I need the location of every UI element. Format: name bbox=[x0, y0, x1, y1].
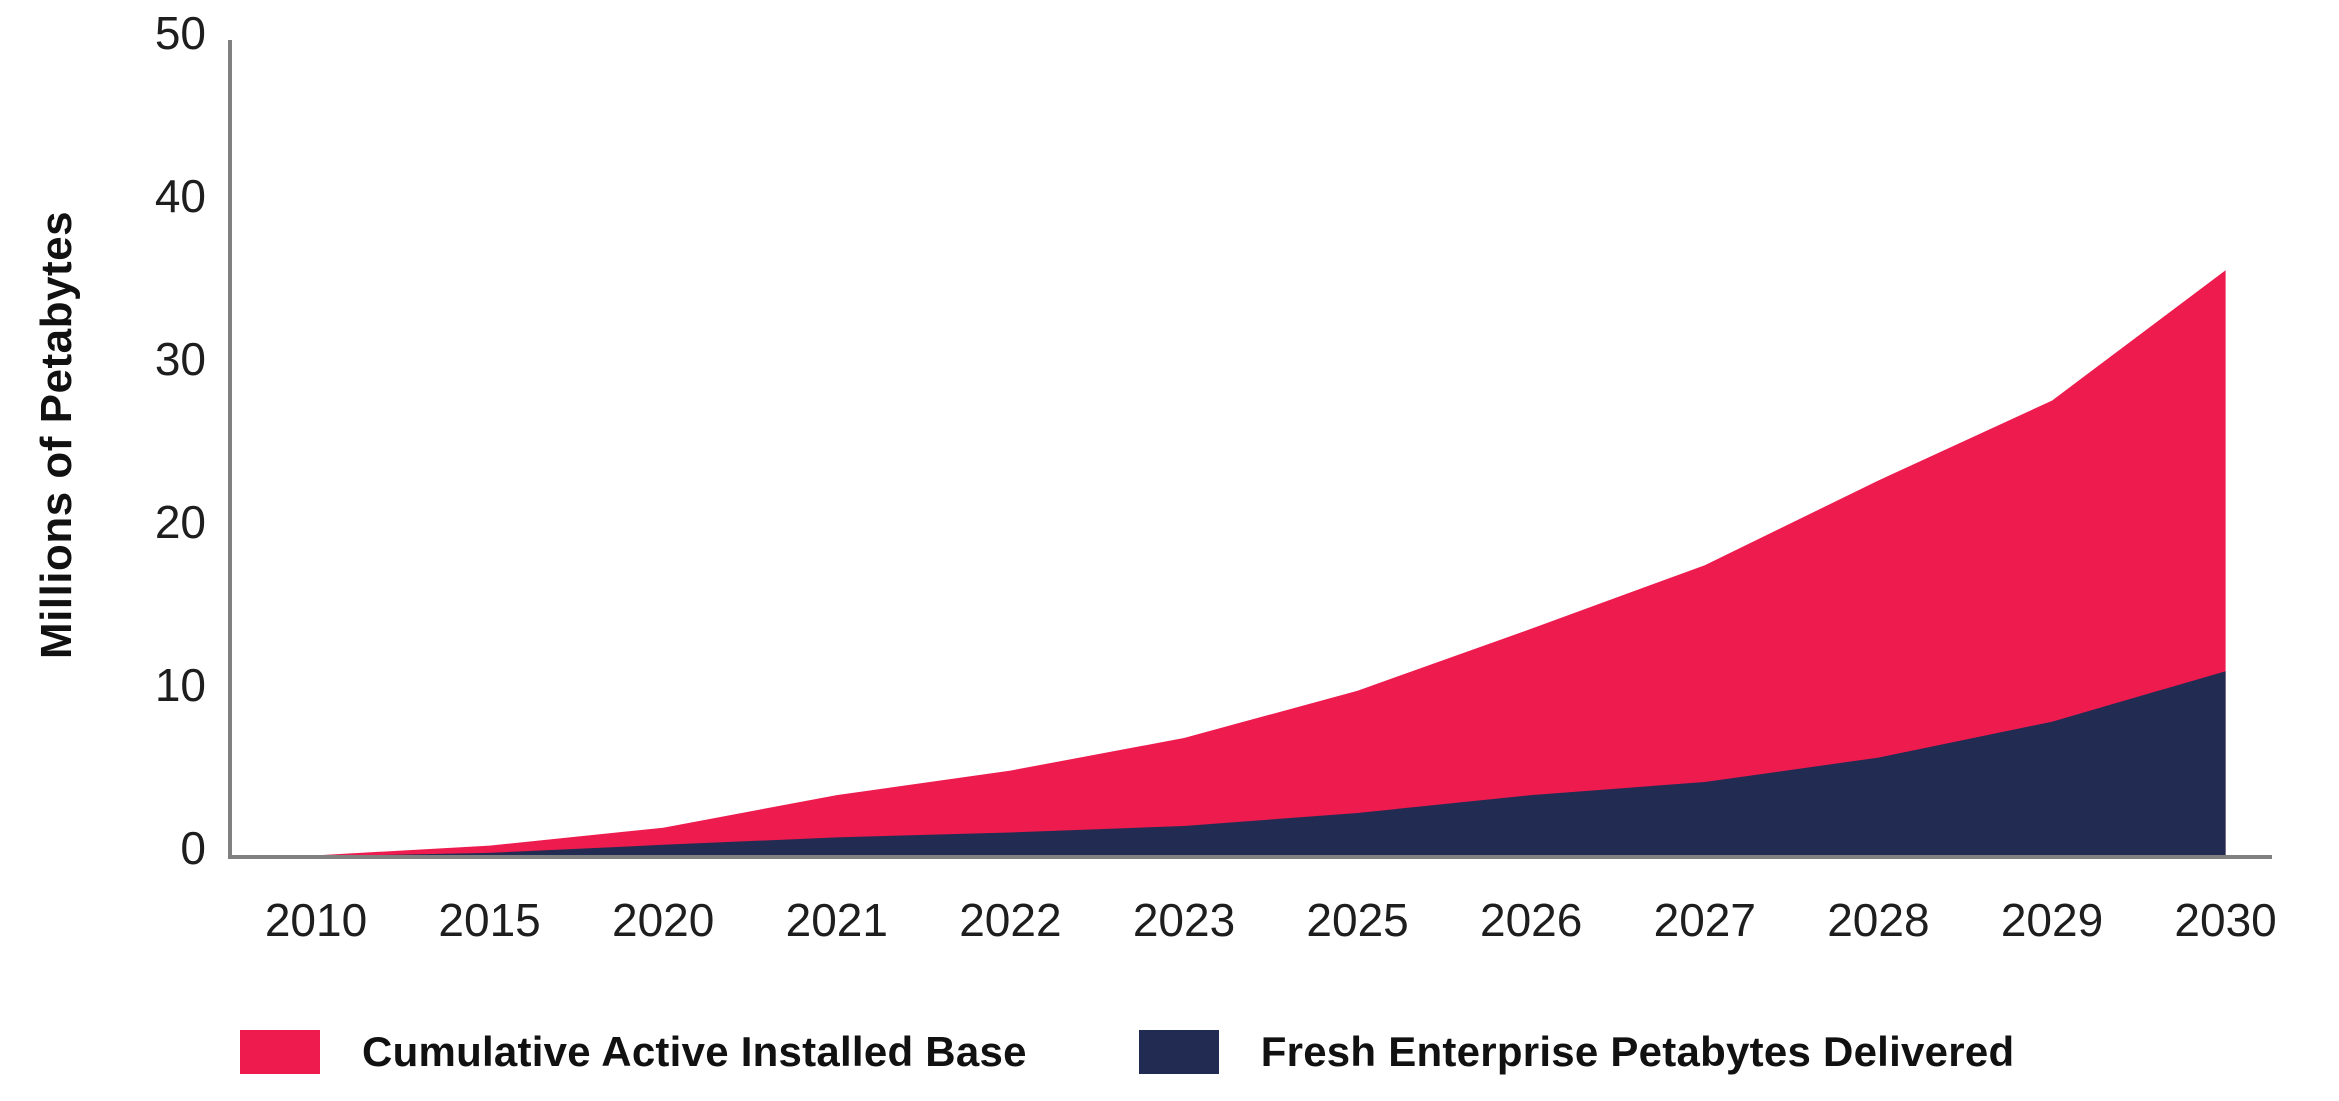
x-tick-label-2021: 2021 bbox=[786, 894, 888, 946]
x-tick-label-2030: 2030 bbox=[2174, 894, 2276, 946]
x-tick-label-2026: 2026 bbox=[1480, 894, 1582, 946]
y-axis-title: Millions of Petabytes bbox=[32, 210, 81, 660]
y-tick-label-20: 20 bbox=[155, 496, 206, 548]
x-tick-label-2015: 2015 bbox=[438, 894, 540, 946]
legend-label-cumulative-active-installed-base: Cumulative Active Installed Base bbox=[362, 1028, 1027, 1075]
legend: Cumulative Active Installed Base Fresh E… bbox=[240, 1028, 2014, 1076]
x-tick-label-2025: 2025 bbox=[1306, 894, 1408, 946]
legend-swatch-fresh-enterprise-petabytes-delivered bbox=[1138, 1030, 1219, 1074]
y-tick-label-30: 30 bbox=[155, 333, 206, 385]
x-tick-label-2023: 2023 bbox=[1133, 894, 1235, 946]
legend-item-cumulative-active-installed-base: Cumulative Active Installed Base bbox=[240, 1028, 1027, 1076]
x-tick-label-2029: 2029 bbox=[2001, 894, 2103, 946]
area-series-cumulative-active-installed-base bbox=[316, 270, 2226, 857]
x-tick-label-2020: 2020 bbox=[612, 894, 714, 946]
y-tick-label-40: 40 bbox=[155, 170, 206, 222]
legend-label-fresh-enterprise-petabytes-delivered: Fresh Enterprise Petabytes Delivered bbox=[1260, 1028, 2015, 1075]
x-tick-label-2028: 2028 bbox=[1827, 894, 1929, 946]
legend-item-fresh-enterprise-petabytes-delivered: Fresh Enterprise Petabytes Delivered bbox=[1138, 1028, 2015, 1076]
area-series-fresh-enterprise-petabytes-delivered bbox=[316, 671, 2226, 857]
y-tick-label-0: 0 bbox=[180, 822, 206, 874]
x-tick-label-2022: 2022 bbox=[959, 894, 1061, 946]
x-tick-label-2010: 2010 bbox=[265, 894, 367, 946]
legend-swatch-cumulative-active-installed-base bbox=[240, 1030, 320, 1074]
y-tick-label-10: 10 bbox=[155, 659, 206, 711]
y-tick-label-50: 50 bbox=[155, 7, 206, 59]
x-tick-label-2027: 2027 bbox=[1654, 894, 1756, 946]
